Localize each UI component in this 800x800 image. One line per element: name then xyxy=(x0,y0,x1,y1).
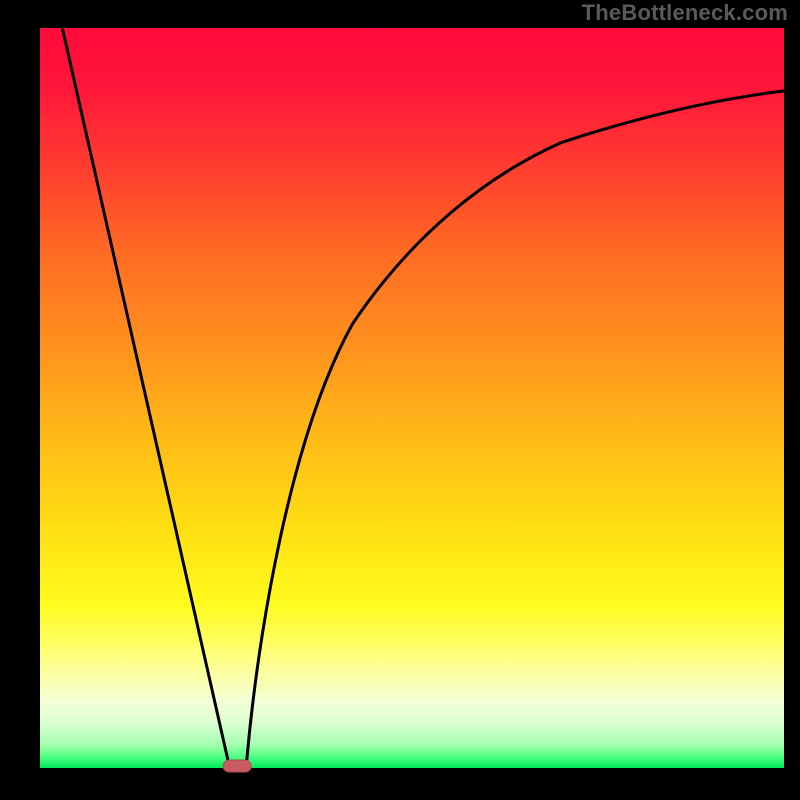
chart-container: TheBottleneck.com xyxy=(0,0,800,800)
plot-area xyxy=(40,28,784,768)
watermark-text: TheBottleneck.com xyxy=(582,0,788,26)
notch-marker xyxy=(223,760,251,772)
bottleneck-chart xyxy=(0,0,800,800)
